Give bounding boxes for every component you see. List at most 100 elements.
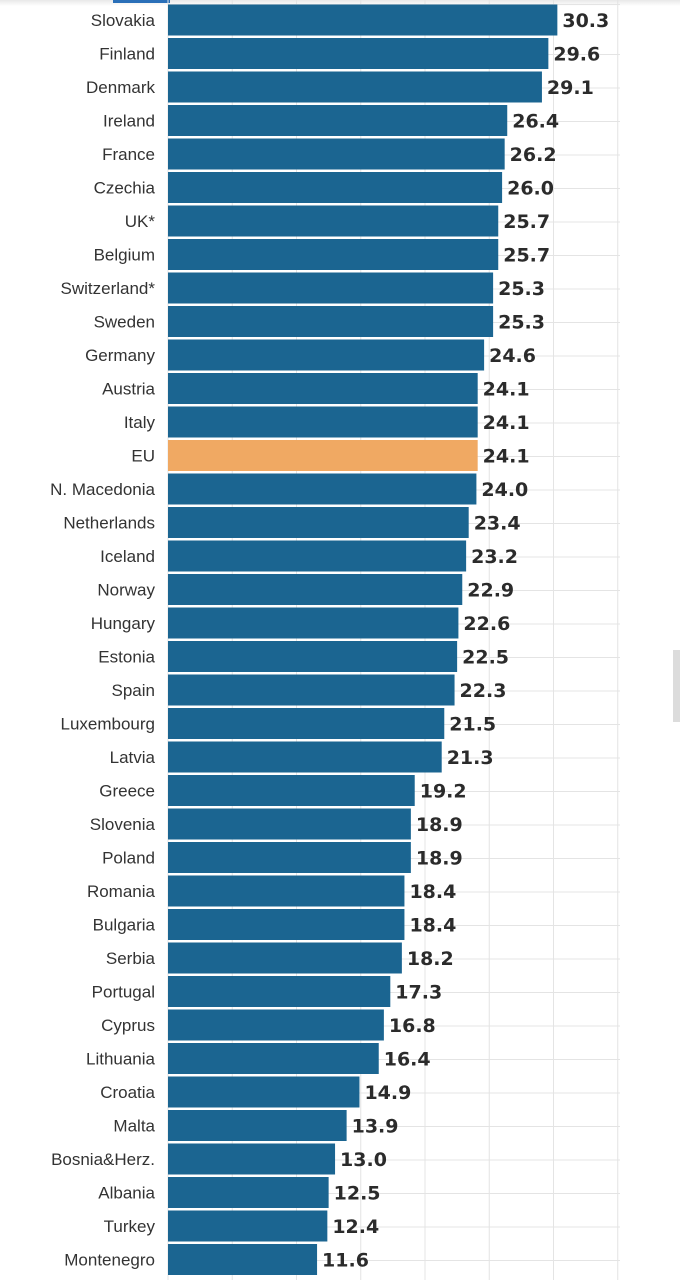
value-label: 24.1 xyxy=(483,379,530,401)
bar-bulgaria[interactable] xyxy=(168,909,405,940)
top-accent-tab[interactable] xyxy=(113,0,170,3)
category-label: Latvia xyxy=(110,748,156,767)
bar-czechia[interactable] xyxy=(168,172,503,203)
bar-italy[interactable] xyxy=(168,406,478,438)
bar-uk[interactable] xyxy=(168,205,499,237)
category-label: Austria xyxy=(102,380,155,399)
category-label: Netherlands xyxy=(63,514,155,533)
bar-poland[interactable] xyxy=(168,842,411,873)
bar-greece[interactable] xyxy=(168,775,415,806)
value-label: 24.1 xyxy=(483,412,530,434)
value-label: 21.3 xyxy=(447,747,494,769)
category-label: Croatia xyxy=(100,1083,155,1102)
value-label: 18.9 xyxy=(416,848,463,870)
bar-croatia[interactable] xyxy=(168,1076,360,1108)
category-label: N. Macedonia xyxy=(50,480,155,499)
category-label: Greece xyxy=(99,782,155,801)
category-label: Germany xyxy=(85,346,155,365)
bar-france[interactable] xyxy=(168,138,505,170)
bar-malta[interactable] xyxy=(168,1110,347,1141)
value-label: 16.8 xyxy=(389,1015,436,1037)
category-label: Romania xyxy=(87,882,156,901)
bar-portugal[interactable] xyxy=(168,976,391,1007)
bars xyxy=(168,4,558,1275)
category-label: Cyprus xyxy=(101,1016,155,1035)
bar-ireland[interactable] xyxy=(168,105,508,136)
value-label: 12.5 xyxy=(334,1183,381,1205)
value-label: 26.0 xyxy=(507,178,554,200)
category-label: Serbia xyxy=(106,949,156,968)
bar-switzerland[interactable] xyxy=(168,272,494,304)
scrollbar-thumb[interactable] xyxy=(673,650,680,722)
bar-montenegro[interactable] xyxy=(168,1244,318,1275)
bar-germany[interactable] xyxy=(168,339,485,371)
bar-denmark[interactable] xyxy=(168,71,542,103)
bar-luxembourg[interactable] xyxy=(168,708,445,739)
category-label: Bulgaria xyxy=(93,916,156,935)
value-label: 25.7 xyxy=(503,211,550,233)
bar-bosnia-herz[interactable] xyxy=(168,1143,336,1175)
value-label: 25.7 xyxy=(503,245,550,267)
bar-n-macedonia[interactable] xyxy=(168,473,477,505)
bar-norway[interactable] xyxy=(168,574,463,605)
category-label: Italy xyxy=(124,413,156,432)
bar-spain[interactable] xyxy=(168,674,455,706)
category-label: Spain xyxy=(112,681,155,700)
bar-albania[interactable] xyxy=(168,1177,329,1208)
value-label: 18.2 xyxy=(407,948,454,970)
value-label: 13.9 xyxy=(352,1116,399,1138)
bar-slovenia[interactable] xyxy=(168,808,411,840)
category-label: EU xyxy=(131,447,155,466)
value-label: 17.3 xyxy=(395,982,442,1004)
value-label: 14.9 xyxy=(364,1082,411,1104)
value-label: 22.3 xyxy=(460,680,507,702)
bar-lithuania[interactable] xyxy=(168,1043,379,1074)
bar-turkey[interactable] xyxy=(168,1210,328,1242)
value-label: 29.1 xyxy=(547,77,594,99)
category-label: France xyxy=(102,145,155,164)
category-label: Slovakia xyxy=(91,11,156,30)
bar-romania[interactable] xyxy=(168,875,405,907)
bar-iceland[interactable] xyxy=(168,540,467,572)
bar-netherlands[interactable] xyxy=(168,507,469,538)
bar-cyprus[interactable] xyxy=(168,1009,384,1041)
bar-finland[interactable] xyxy=(168,38,549,69)
bar-austria[interactable] xyxy=(168,373,478,404)
category-label: Sweden xyxy=(94,313,155,332)
value-label: 25.3 xyxy=(498,312,545,334)
category-label: Lithuania xyxy=(86,1050,156,1069)
value-label: 21.5 xyxy=(449,714,496,736)
value-label: 18.4 xyxy=(409,881,456,903)
bar-hungary[interactable] xyxy=(168,607,459,639)
value-label: 22.6 xyxy=(463,613,510,635)
category-label: Malta xyxy=(113,1117,155,1136)
bar-estonia[interactable] xyxy=(168,641,458,672)
category-label: Norway xyxy=(97,581,155,600)
value-label: 18.9 xyxy=(416,814,463,836)
bar-slovakia[interactable] xyxy=(168,4,558,36)
value-label: 19.2 xyxy=(420,781,467,803)
bar-latvia[interactable] xyxy=(168,741,442,773)
category-label: Portugal xyxy=(92,983,155,1002)
category-label: Iceland xyxy=(100,547,155,566)
category-label: Estonia xyxy=(98,648,155,667)
value-label: 23.2 xyxy=(471,546,518,568)
value-label: 23.4 xyxy=(474,513,521,535)
category-label: Czechia xyxy=(94,179,156,198)
category-label: Ireland xyxy=(103,112,155,131)
value-label: 11.6 xyxy=(322,1250,369,1272)
value-labels: 30.3 29.6 29.1 26.4 26.2 26.0 25.7 25.7 25.3 25.3… xyxy=(322,10,609,1272)
top-shadow xyxy=(0,0,680,6)
bar-serbia[interactable] xyxy=(168,942,402,974)
category-label: Bosnia&Herz. xyxy=(51,1150,155,1169)
value-label: 24.1 xyxy=(483,446,530,468)
bar-eu[interactable] xyxy=(168,440,478,471)
value-label: 24.6 xyxy=(489,345,536,367)
bar-sweden[interactable] xyxy=(168,306,494,337)
bar-belgium[interactable] xyxy=(168,239,499,270)
value-label: 30.3 xyxy=(562,10,609,32)
value-label: 12.4 xyxy=(332,1216,379,1238)
category-label: UK* xyxy=(125,212,156,231)
